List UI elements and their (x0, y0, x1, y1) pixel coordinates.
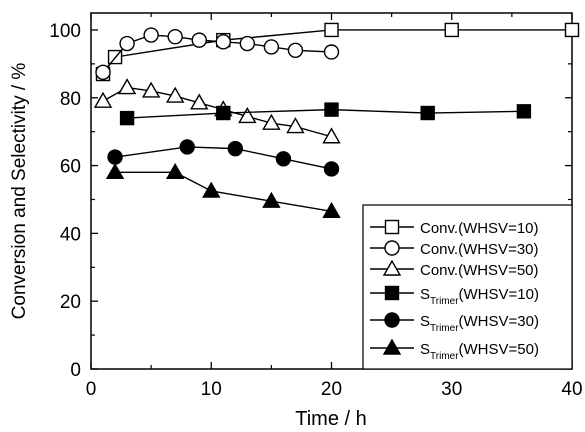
data-point (105, 162, 125, 180)
data-point (324, 102, 339, 117)
data-point (262, 113, 281, 130)
data-point (444, 22, 459, 38)
data-point (179, 139, 195, 155)
data-point (202, 181, 221, 198)
y-tick-label: 40 (60, 224, 81, 245)
data-point (215, 34, 231, 50)
x-tick-label: 40 (561, 379, 582, 400)
legend-item: STrimer(WHSV=10) (370, 285, 539, 307)
data-point (275, 151, 292, 167)
legend-item: STrimer(WHSV=30) (370, 312, 539, 334)
y-tick-label: 80 (60, 89, 81, 110)
data-point (516, 104, 532, 119)
data-point (216, 105, 231, 121)
data-point (420, 105, 435, 121)
legend-marker (384, 285, 400, 301)
data-point (286, 117, 305, 134)
legend-label: Conv.(WHSV=50) (420, 262, 539, 279)
x-tick-label: 10 (201, 379, 222, 400)
legend-item: Conv.(WHSV=50) (370, 259, 539, 279)
y-tick-label: 0 (70, 360, 81, 381)
data-point (93, 91, 113, 108)
y-tick-label: 20 (60, 292, 81, 313)
data-point (322, 201, 341, 219)
series-4 (119, 102, 532, 126)
series-line (102, 86, 332, 138)
data-point (141, 81, 161, 98)
data-point (238, 106, 257, 124)
legend-label: Conv.(WHSV=10) (420, 220, 539, 237)
x-tick-label: 20 (321, 379, 342, 400)
legend-item: Conv.(WHSV=10) (370, 219, 539, 237)
legend-marker (382, 259, 402, 276)
data-point (324, 22, 339, 38)
legend-label: STrimer(WHSV=10) (420, 286, 539, 307)
legend-label: STrimer(WHSV=50) (420, 341, 539, 362)
series-6 (105, 162, 341, 219)
legend-marker (384, 219, 400, 235)
data-point (165, 162, 185, 180)
series-layer (93, 22, 580, 219)
legend-marker (382, 338, 402, 355)
data-point (190, 93, 209, 110)
x-tick-label: 30 (441, 379, 462, 400)
x-tick-label: 0 (86, 379, 97, 400)
data-point (287, 42, 304, 58)
series-line (115, 171, 332, 213)
legend-label: Conv.(WHSV=30) (420, 241, 539, 258)
x-axis-label: Time / h (295, 408, 367, 430)
data-point (117, 78, 137, 95)
data-point (119, 110, 135, 126)
data-point (143, 27, 159, 43)
y-tick-label: 60 (60, 157, 81, 178)
y-tick-label: 100 (49, 21, 81, 42)
legend-marker (384, 240, 400, 256)
data-point (95, 64, 111, 81)
data-point (167, 29, 183, 45)
data-point (323, 44, 340, 60)
series-5 (107, 139, 340, 177)
data-point (239, 35, 256, 52)
y-axis-label: Conversion and Selectivity / % (9, 63, 30, 320)
legend-item: STrimer(WHSV=50) (370, 338, 539, 362)
legend-marker (384, 312, 400, 328)
data-point (322, 127, 341, 144)
data-point (227, 140, 244, 157)
series-2 (95, 27, 340, 81)
legend-item: Conv.(WHSV=30) (370, 240, 539, 258)
legend-label: STrimer(WHSV=30) (420, 313, 539, 334)
data-point (191, 32, 207, 48)
legend: Conv.(WHSV=10) Conv.(WHSV=30) Conv.(WHSV=5… (362, 204, 573, 370)
data-point (323, 161, 340, 177)
data-point (165, 86, 185, 103)
data-point (107, 149, 123, 165)
data-point (119, 35, 135, 52)
data-point (262, 191, 281, 208)
series-line (102, 34, 332, 73)
data-point (564, 22, 580, 38)
data-point (263, 39, 280, 55)
series-line (114, 146, 332, 170)
